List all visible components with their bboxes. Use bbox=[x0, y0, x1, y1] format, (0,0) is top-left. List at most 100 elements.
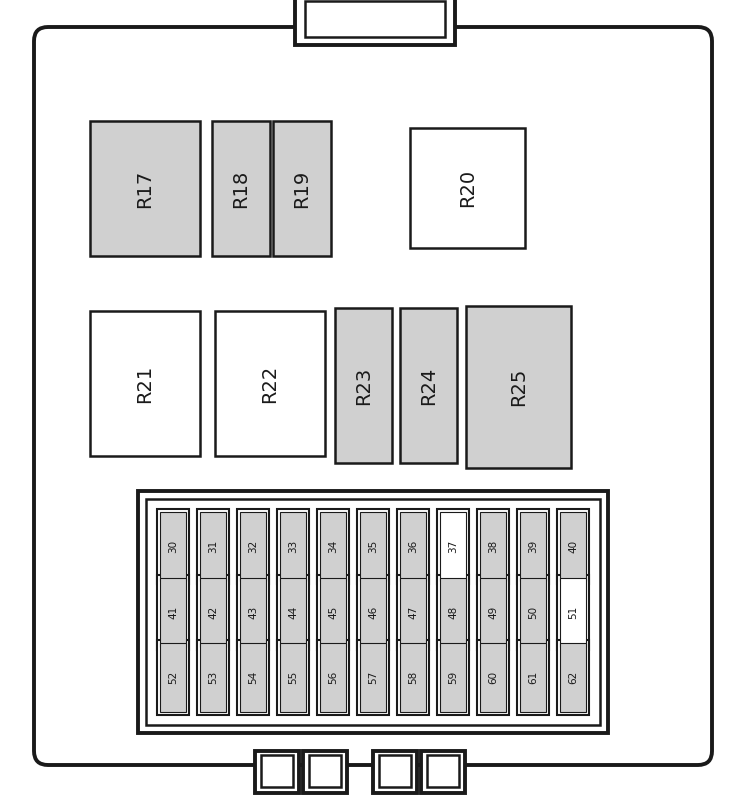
Bar bbox=[517, 640, 549, 715]
Bar bbox=[280, 512, 306, 581]
Bar bbox=[400, 643, 426, 712]
Bar bbox=[335, 308, 392, 463]
Text: 51: 51 bbox=[568, 606, 578, 618]
Bar bbox=[360, 643, 386, 712]
Bar bbox=[440, 578, 466, 646]
Bar bbox=[215, 311, 325, 456]
Text: 40: 40 bbox=[568, 540, 578, 553]
Bar bbox=[440, 512, 466, 581]
Text: 61: 61 bbox=[528, 671, 538, 684]
Bar bbox=[320, 643, 346, 712]
Text: 30: 30 bbox=[168, 540, 178, 553]
Text: R22: R22 bbox=[260, 364, 280, 403]
Bar bbox=[360, 578, 386, 646]
Text: 36: 36 bbox=[408, 540, 418, 553]
Bar bbox=[517, 509, 549, 584]
Bar bbox=[397, 574, 429, 650]
Bar bbox=[437, 640, 469, 715]
Bar bbox=[397, 509, 429, 584]
Bar bbox=[400, 308, 457, 463]
Bar bbox=[520, 578, 546, 646]
Bar bbox=[240, 512, 266, 581]
Bar bbox=[397, 640, 429, 715]
Bar bbox=[237, 574, 269, 650]
Bar bbox=[557, 640, 589, 715]
Bar bbox=[427, 755, 459, 787]
Bar bbox=[520, 512, 546, 581]
Bar bbox=[466, 306, 571, 468]
Text: 57: 57 bbox=[368, 671, 378, 684]
Bar bbox=[410, 128, 525, 248]
Bar bbox=[437, 509, 469, 584]
Bar bbox=[277, 509, 309, 584]
Bar bbox=[197, 640, 229, 715]
Text: 56: 56 bbox=[328, 671, 338, 684]
Text: 38: 38 bbox=[488, 540, 498, 553]
Text: 47: 47 bbox=[408, 606, 418, 618]
Bar bbox=[157, 509, 189, 584]
Text: 62: 62 bbox=[568, 671, 578, 684]
Text: 60: 60 bbox=[488, 671, 498, 684]
Bar bbox=[437, 574, 469, 650]
Bar bbox=[421, 751, 465, 793]
Bar bbox=[157, 640, 189, 715]
Text: R24: R24 bbox=[419, 366, 438, 405]
Bar bbox=[197, 574, 229, 650]
Bar bbox=[379, 755, 411, 787]
Bar bbox=[440, 643, 466, 712]
Bar bbox=[520, 643, 546, 712]
Bar bbox=[357, 574, 389, 650]
Text: R19: R19 bbox=[292, 169, 312, 207]
Bar bbox=[317, 574, 349, 650]
Text: R20: R20 bbox=[458, 169, 477, 207]
Bar bbox=[560, 643, 586, 712]
Bar bbox=[240, 643, 266, 712]
Bar bbox=[277, 640, 309, 715]
Text: R21: R21 bbox=[136, 364, 154, 403]
Text: 49: 49 bbox=[488, 606, 498, 618]
Bar bbox=[261, 755, 293, 787]
Text: 37: 37 bbox=[448, 540, 458, 553]
Bar bbox=[212, 121, 270, 256]
Bar bbox=[197, 509, 229, 584]
Bar bbox=[146, 499, 600, 725]
Bar bbox=[90, 311, 200, 456]
Bar bbox=[480, 512, 506, 581]
Text: 52: 52 bbox=[168, 671, 178, 684]
Bar bbox=[303, 751, 347, 793]
Bar bbox=[477, 574, 509, 650]
Text: 44: 44 bbox=[288, 606, 298, 618]
Bar bbox=[90, 121, 200, 256]
Bar bbox=[400, 512, 426, 581]
Bar bbox=[360, 512, 386, 581]
Bar bbox=[200, 512, 226, 581]
Bar bbox=[357, 509, 389, 584]
Bar bbox=[160, 512, 186, 581]
Text: 43: 43 bbox=[248, 606, 258, 618]
Text: 35: 35 bbox=[368, 540, 378, 553]
Text: R18: R18 bbox=[231, 169, 251, 207]
Text: 32: 32 bbox=[248, 540, 258, 553]
Bar bbox=[280, 643, 306, 712]
Bar bbox=[373, 751, 417, 793]
Text: 50: 50 bbox=[528, 606, 538, 618]
Bar bbox=[160, 578, 186, 646]
Text: 39: 39 bbox=[528, 540, 538, 553]
Bar bbox=[255, 751, 299, 793]
Bar bbox=[317, 509, 349, 584]
Bar bbox=[517, 574, 549, 650]
Bar bbox=[295, 0, 455, 45]
Text: 33: 33 bbox=[288, 540, 298, 553]
Bar bbox=[560, 512, 586, 581]
Bar bbox=[477, 640, 509, 715]
Text: 48: 48 bbox=[448, 606, 458, 618]
Text: 41: 41 bbox=[168, 606, 178, 618]
Text: 45: 45 bbox=[328, 606, 338, 618]
Text: 34: 34 bbox=[328, 540, 338, 553]
Bar bbox=[317, 640, 349, 715]
Bar bbox=[138, 491, 608, 733]
Bar bbox=[237, 509, 269, 584]
Bar bbox=[309, 755, 341, 787]
Bar bbox=[480, 578, 506, 646]
Text: 46: 46 bbox=[368, 606, 378, 618]
